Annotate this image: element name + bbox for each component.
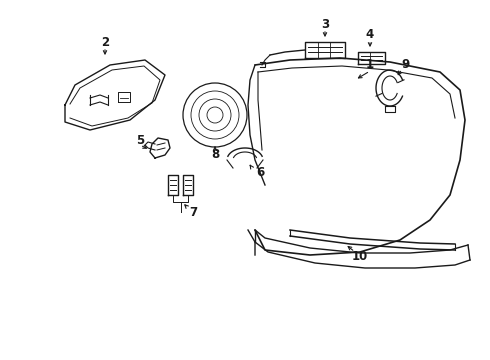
Text: 2: 2 [101, 36, 109, 49]
Text: 7: 7 [189, 206, 197, 219]
Text: 10: 10 [352, 249, 368, 262]
Text: 8: 8 [211, 148, 219, 162]
Text: 3: 3 [321, 18, 329, 31]
Text: 5: 5 [136, 134, 144, 147]
Text: 9: 9 [401, 58, 409, 71]
Text: 6: 6 [256, 166, 264, 179]
Text: 1: 1 [366, 58, 374, 72]
Text: 4: 4 [366, 28, 374, 41]
